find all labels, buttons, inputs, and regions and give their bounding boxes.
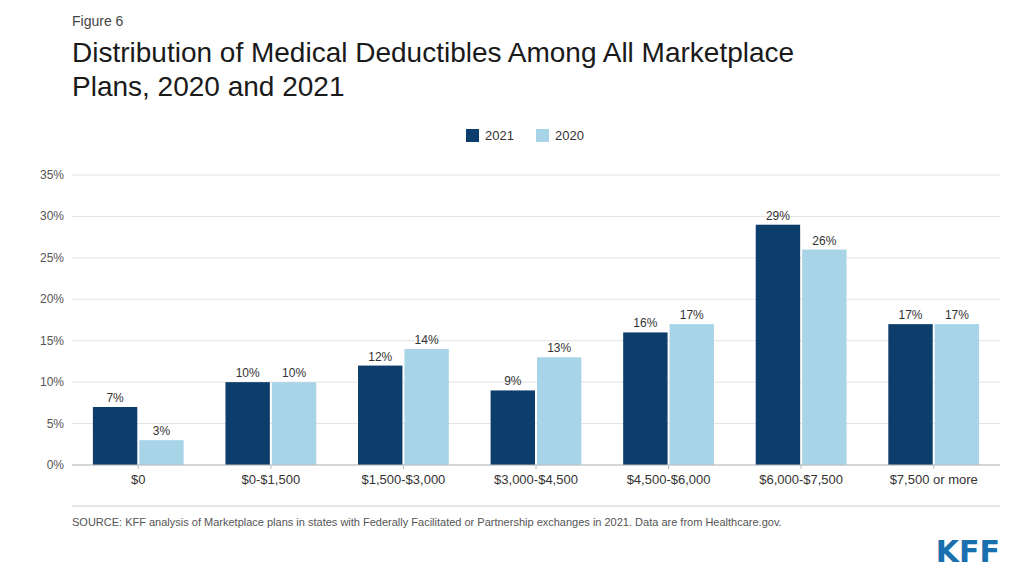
bar xyxy=(93,407,137,465)
data-label: 13% xyxy=(547,341,571,355)
y-tick-label: 10% xyxy=(40,375,64,389)
grid-line xyxy=(72,340,1000,341)
x-tick-label: $1,500-$3,000 xyxy=(361,472,445,487)
data-label: 7% xyxy=(106,391,124,405)
bar xyxy=(670,324,714,465)
legend-swatch xyxy=(536,129,549,142)
legend-swatch xyxy=(466,129,479,142)
legend-label: 2021 xyxy=(485,128,514,143)
y-tick-label: 15% xyxy=(40,334,64,348)
data-label: 14% xyxy=(415,333,439,347)
title-line: Distribution of Medical Deductibles Amon… xyxy=(72,37,794,68)
y-tick-label: 0% xyxy=(47,458,65,472)
legend-label: 2020 xyxy=(555,128,584,143)
data-label: 12% xyxy=(368,350,392,364)
data-label: 3% xyxy=(153,424,171,438)
bar xyxy=(888,324,932,465)
bar xyxy=(935,324,979,465)
x-tick xyxy=(403,465,404,469)
x-tick xyxy=(933,465,934,469)
data-label: 17% xyxy=(680,308,704,322)
grid-line xyxy=(72,299,1000,300)
x-tick-label: $0-$1,500 xyxy=(242,472,301,487)
bar xyxy=(272,382,316,465)
title-line: Plans, 2020 and 2021 xyxy=(72,71,344,102)
x-tick-label: $3,000-$4,500 xyxy=(494,472,578,487)
y-tick-label: 20% xyxy=(40,292,64,306)
data-labels: 7% 10% 12% 9% 16% 29% 17% 3% 10% 14% 13% 17% 26% 17% xyxy=(106,209,969,438)
chart-root: Figure 6 Distribution of Medical Deductib… xyxy=(0,0,1024,576)
logo-text: KFF xyxy=(936,534,1000,569)
data-label: 9% xyxy=(504,374,522,388)
data-label: 26% xyxy=(812,234,836,248)
x-tick xyxy=(668,465,669,469)
grid-line xyxy=(72,216,1000,217)
y-tick-label: 35% xyxy=(40,168,64,182)
figure-label: Figure 6 xyxy=(72,13,124,29)
x-tick-label: $6,000-$7,500 xyxy=(759,472,843,487)
data-label: 17% xyxy=(945,308,969,322)
x-tick xyxy=(801,465,802,469)
y-grid xyxy=(72,175,1000,465)
bar xyxy=(623,332,667,465)
bar xyxy=(139,440,183,465)
bar xyxy=(404,349,448,465)
bar xyxy=(756,225,800,465)
bars xyxy=(93,225,979,465)
x-tick-label: $7,500 or more xyxy=(890,472,978,487)
x-tick-label: $4,500-$6,000 xyxy=(627,472,711,487)
x-tick xyxy=(138,465,139,469)
source-note: SOURCE: KFF analysis of Marketplace plan… xyxy=(72,516,782,528)
y-tick-label: 5% xyxy=(47,417,65,431)
grid-line xyxy=(72,257,1000,258)
data-label: 10% xyxy=(236,366,260,380)
data-label: 17% xyxy=(898,308,922,322)
legend: 2021 2020 xyxy=(466,128,584,143)
x-tick-label: $0 xyxy=(131,472,145,487)
bar xyxy=(491,390,535,465)
data-label: 16% xyxy=(633,316,657,330)
x-tick xyxy=(270,465,271,469)
x-tick xyxy=(536,465,537,469)
y-tick-label: 30% xyxy=(40,209,64,223)
divider xyxy=(72,506,1000,507)
grid-line xyxy=(72,175,1000,176)
title: Distribution of Medical Deductibles Amon… xyxy=(72,37,794,102)
bar xyxy=(802,250,846,465)
y-tick-label: 25% xyxy=(40,251,64,265)
bar xyxy=(537,357,581,465)
bar xyxy=(358,366,402,465)
data-label: 29% xyxy=(766,209,790,223)
bar xyxy=(225,382,269,465)
grid-line xyxy=(72,423,1000,424)
grid-line xyxy=(72,382,1000,383)
data-label: 10% xyxy=(282,366,306,380)
